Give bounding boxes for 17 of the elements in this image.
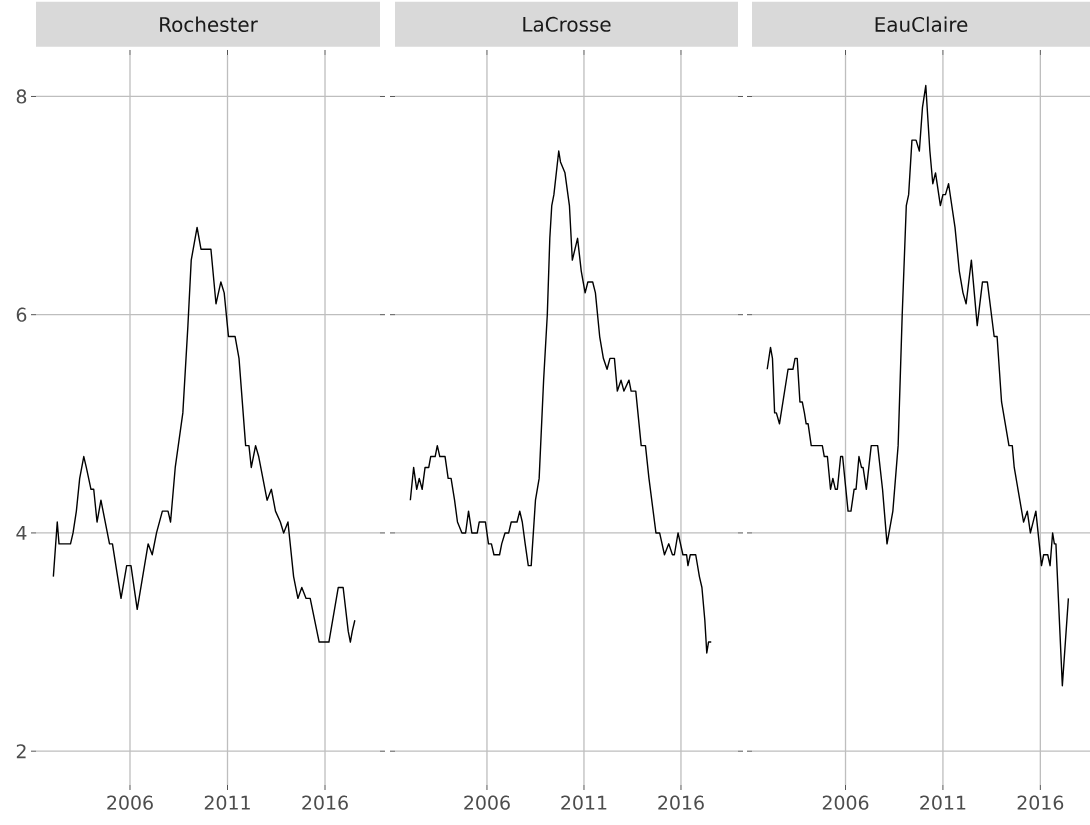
chart-title: LaCrosse: [523, 16, 611, 32]
y-tick-label: 8: [16, 89, 27, 104]
x-tick-label: 2011: [920, 795, 966, 810]
x-tick-label: 2016: [658, 795, 704, 810]
chart-title: Rochester: [160, 16, 258, 33]
x-tick-label: 2016: [302, 795, 348, 810]
x-tick-label: 2006: [464, 795, 510, 810]
x-tick-label: 2006: [822, 795, 869, 810]
x-tick-label: 2011: [561, 795, 607, 810]
y-tick-label: 2: [16, 744, 26, 759]
y-tick-label: 4: [16, 526, 27, 540]
chart-title: EauClaire: [875, 16, 968, 33]
y-tick-label: 6: [16, 307, 27, 322]
x-tick-label: 2011: [204, 795, 250, 810]
line-series: [52, 226, 356, 643]
x-tick-label: 2016: [1017, 795, 1064, 810]
x-tick-label: 2006: [107, 795, 153, 810]
